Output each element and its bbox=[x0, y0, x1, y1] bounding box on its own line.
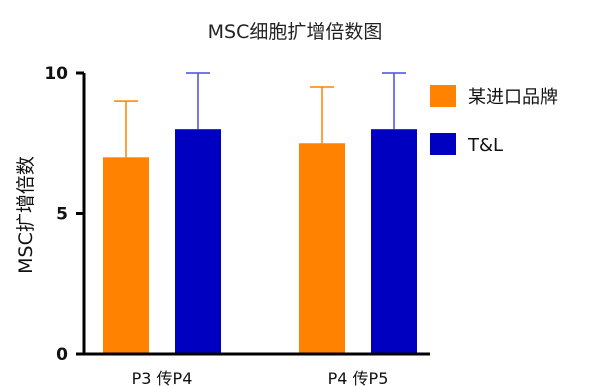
legend: 某进口品牌 T&L bbox=[430, 85, 558, 156]
y-tick-label-10: 10 bbox=[44, 64, 68, 84]
legend-label-2: T&L bbox=[467, 135, 503, 156]
x-axis-categories: P3 传P4 P4 传P5 bbox=[132, 369, 389, 386]
y-tick-label-5: 5 bbox=[56, 205, 68, 225]
chart-title: MSC细胞扩增倍数图 bbox=[208, 21, 383, 43]
bar-2-2 bbox=[371, 129, 417, 354]
legend-swatch-1 bbox=[430, 85, 456, 107]
legend-swatch-2 bbox=[430, 133, 456, 155]
bar-1-2 bbox=[299, 143, 345, 354]
legend-label-1: 某进口品牌 bbox=[468, 87, 558, 108]
x-category-label-2: P4 传P5 bbox=[328, 369, 389, 386]
x-category-label-1: P3 传P4 bbox=[132, 369, 193, 386]
y-axis-label: MSC扩增倍数 bbox=[15, 156, 37, 274]
bar-2-1 bbox=[175, 129, 221, 354]
y-tick-label-0: 0 bbox=[56, 345, 68, 365]
bar-1-1 bbox=[103, 157, 149, 354]
plot-area bbox=[103, 72, 417, 354]
y-axis-ticks: 0 5 10 bbox=[44, 64, 84, 365]
